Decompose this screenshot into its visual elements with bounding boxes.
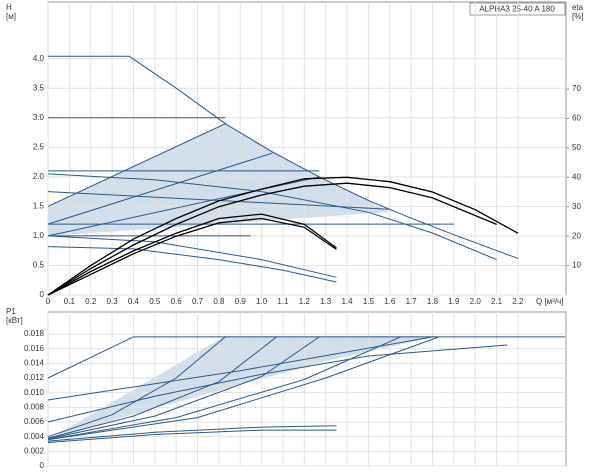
x-tick-label: 1.9	[448, 297, 460, 306]
y-tick-label: 0.016	[24, 344, 45, 353]
y2-tick-label: 30	[572, 202, 581, 211]
y2-tick-label: 10	[572, 261, 581, 270]
y-tick-label: 0.010	[24, 388, 45, 397]
y-axis-label: H	[6, 3, 12, 12]
curve	[47, 173, 497, 261]
curve	[47, 336, 433, 401]
y2-axis-unit: [%]	[572, 12, 584, 21]
y2-tick-label: 70	[572, 84, 581, 93]
curve	[47, 336, 320, 440]
y-tick-label: 0	[40, 461, 45, 470]
y-axis-unit: [кВт]	[6, 316, 23, 325]
curve	[47, 344, 508, 423]
y2-tick-label: 60	[572, 114, 581, 123]
x-tick-label: 0.3	[107, 297, 119, 306]
x-tick-label: 1.0	[256, 297, 268, 306]
y2-tick-label: 40	[572, 172, 581, 181]
x-tick-label: 1.5	[363, 297, 375, 306]
x-tick-label: 2.1	[491, 297, 503, 306]
x-tick-label: 2.0	[470, 297, 482, 306]
x-axis-label: Q [м³/ч]	[536, 297, 563, 306]
y-tick-label: 0.012	[24, 373, 45, 382]
shaded-area	[48, 336, 440, 441]
x-tick-label: 0.8	[213, 297, 225, 306]
x-tick-label: 0.5	[149, 297, 161, 306]
x-tick-label: 1.8	[427, 297, 439, 306]
x-tick-label: 0.7	[192, 297, 204, 306]
curve	[47, 235, 337, 278]
y-tick-label: 1.5	[33, 202, 45, 211]
y-tick-label: 4.0	[33, 54, 45, 63]
y2-tick-label: 50	[572, 143, 581, 152]
y-tick-label: 0.014	[24, 358, 45, 367]
x-tick-label: 1.7	[406, 297, 418, 306]
plot-frame	[47, 311, 567, 467]
plot-frame	[47, 1, 567, 296]
curve	[47, 425, 337, 442]
y-tick-label: 0.008	[24, 402, 45, 411]
y2-axis-label: eta	[572, 3, 584, 12]
y-tick-label: 3.0	[33, 113, 45, 122]
y-tick-label: 0.006	[24, 417, 45, 426]
curve	[47, 123, 226, 207]
curve	[47, 336, 277, 439]
x-tick-label: 0.9	[235, 297, 247, 306]
x-tick-label: 2.2	[512, 297, 524, 306]
curve	[47, 152, 273, 225]
x-tick-label: 1.6	[384, 297, 396, 306]
curve	[47, 217, 337, 296]
y2-tick-label: 20	[572, 231, 581, 240]
x-tick-label: 0	[46, 297, 51, 306]
y-tick-label: 0	[40, 290, 45, 299]
x-tick-label: 1.2	[299, 297, 311, 306]
curve	[48, 55, 519, 259]
y-tick-label: 0.004	[24, 432, 45, 441]
x-tick-label: 1.1	[277, 297, 289, 306]
curve	[47, 429, 337, 443]
x-tick-label: 0.6	[171, 297, 183, 306]
y-tick-label: 2.0	[33, 172, 45, 181]
curve	[47, 336, 401, 441]
y-tick-label: 0.5	[33, 261, 45, 270]
curve	[47, 336, 226, 438]
curve	[47, 213, 337, 296]
x-tick-label: 0.4	[128, 297, 140, 306]
chart-title: ALPHA3 25-40 A 180	[479, 5, 555, 14]
x-tick-label: 1.4	[341, 297, 353, 306]
y-axis-unit: [м]	[6, 12, 16, 21]
y-tick-label: 0.018	[24, 329, 45, 338]
curve	[47, 336, 440, 441]
y-tick-label: 1.0	[33, 231, 45, 240]
x-tick-label: 1.3	[320, 297, 332, 306]
x-tick-label: 0.2	[85, 297, 97, 306]
curve	[47, 246, 337, 283]
y-axis-label: P1	[6, 307, 16, 316]
y-tick-label: 3.5	[33, 83, 45, 92]
curve	[47, 336, 134, 379]
y-tick-label: 0.002	[24, 446, 45, 455]
curve	[47, 176, 519, 296]
curve	[47, 182, 497, 296]
x-tick-label: 0.1	[64, 297, 76, 306]
y-tick-label: 2.5	[33, 142, 45, 151]
